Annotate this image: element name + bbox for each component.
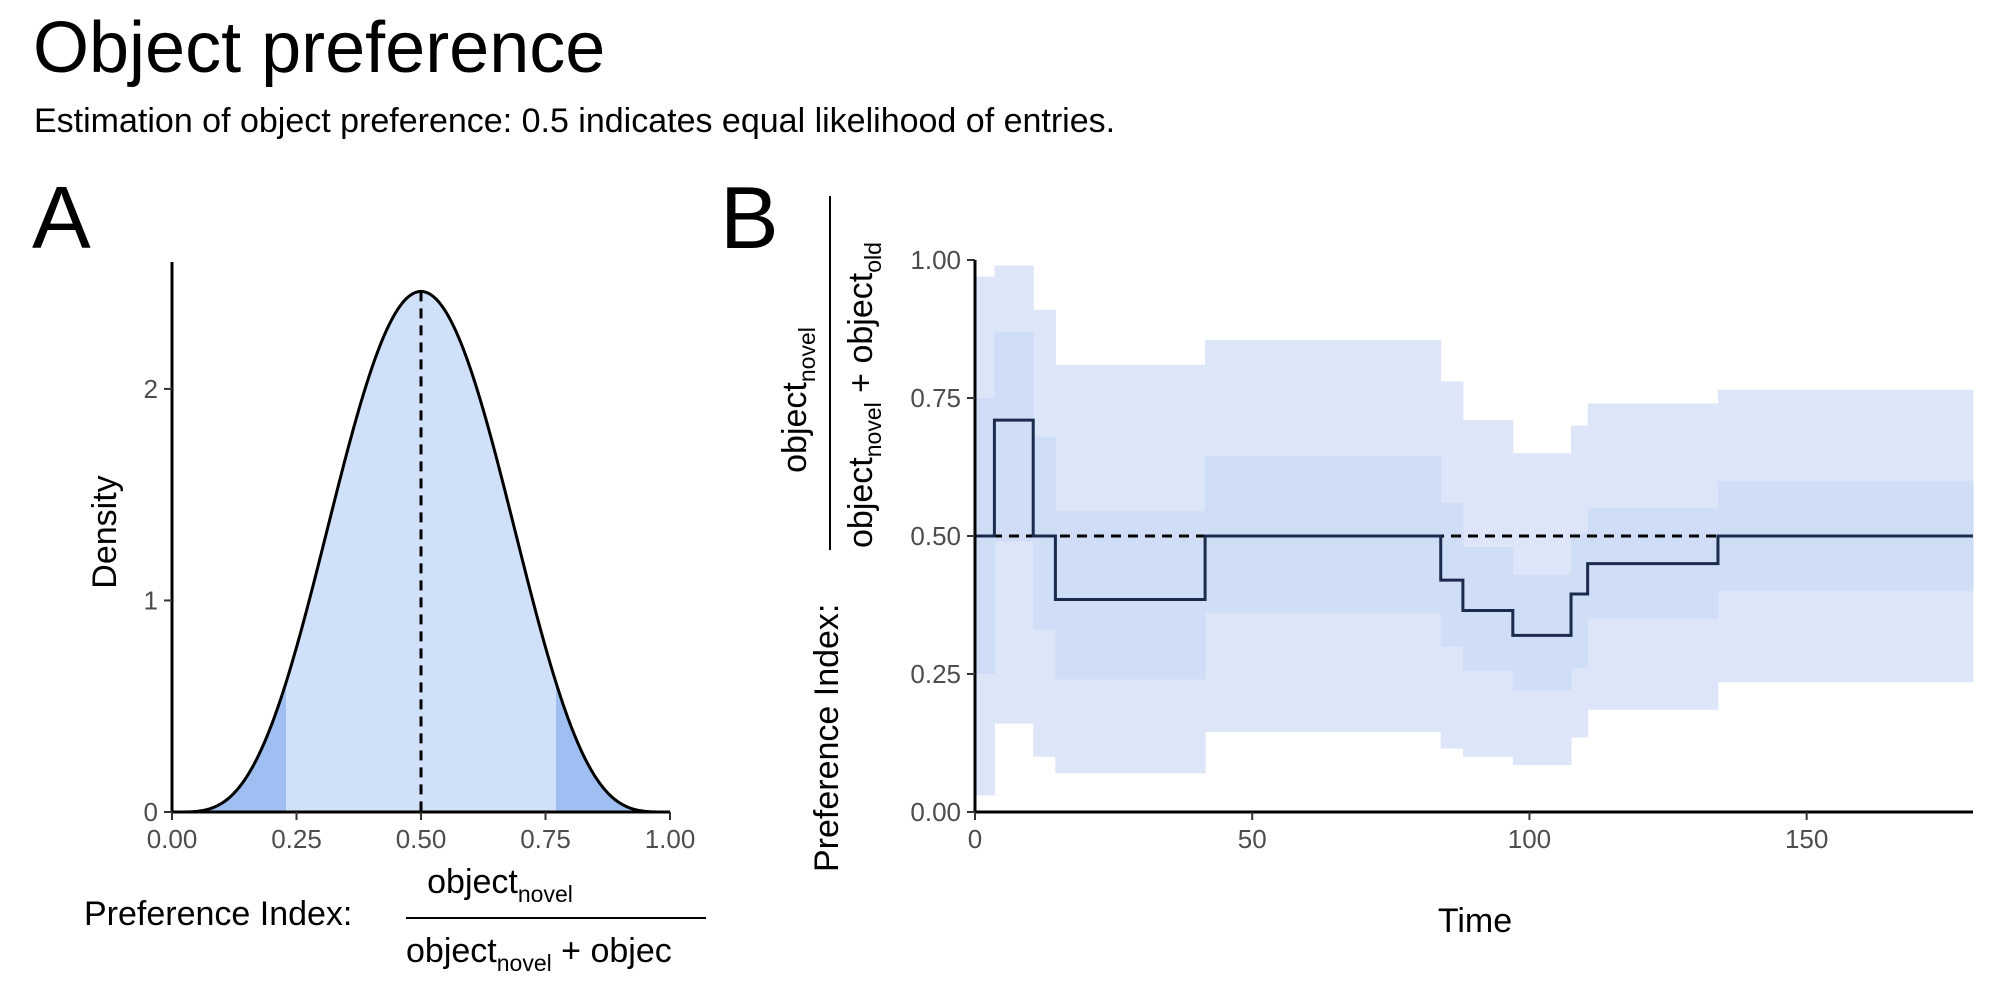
x-tick-label: 50 (1238, 824, 1267, 854)
figure-subtitle: Estimation of object preference: 0.5 ind… (34, 102, 1115, 140)
y-label-denominator: objectnovel + objectold (842, 242, 886, 548)
x-tick-label: 0.75 (520, 824, 571, 854)
panel-a-tag: A (32, 168, 91, 267)
panel-a-x-label: Preference Index: objectnovel objectnove… (84, 863, 706, 976)
density-upper-tail (555, 682, 670, 812)
x-tick-label: 0.25 (271, 824, 322, 854)
band-50 (1055, 511, 1206, 680)
estimate-step-line (975, 418, 1973, 637)
x-tick-label: 0.00 (147, 824, 198, 854)
figure-title: Object preference (33, 8, 605, 88)
band-50 (1440, 502, 1464, 647)
panel-a-axes: 0.00 0.25 0.50 0.75 1.00 0 1 2 (144, 262, 696, 854)
density-lower-tail (172, 682, 287, 812)
panel-a: A 0.00 0.25 0.50 0.75 1.00 0 1 2 Density Prefer… (32, 168, 706, 976)
y-tick-label: 0.00 (910, 797, 961, 827)
band-50 (994, 331, 1034, 542)
panel-b-x-label: Time (1438, 902, 1512, 940)
density-marks (172, 289, 670, 814)
band-50 (1033, 436, 1056, 630)
credible-bands (975, 265, 1974, 796)
x-tick-label: 100 (1508, 824, 1551, 854)
x-label-numerator: objectnovel (427, 863, 573, 907)
density-curve (172, 289, 670, 814)
panel-b-axes: 0 50 100 150 0.00 0.25 0.50 0.75 1.00 (910, 245, 1973, 854)
y-tick-label: 0.50 (910, 521, 961, 551)
y-tick-label: 0.75 (910, 383, 961, 413)
panel-b-y-label: Preference Index: objectnovel objectnove… (776, 196, 886, 872)
x-tick-label: 150 (1785, 824, 1828, 854)
panel-a-y-label: Density (86, 475, 124, 588)
y-tick-label: 0.25 (910, 659, 961, 689)
panel-b-tag: B (720, 168, 779, 267)
y-tick-label: 1 (144, 585, 158, 615)
y-label-prefix: Preference Index: (808, 604, 846, 872)
band-50 (1571, 533, 1589, 669)
x-tick-label: 1.00 (645, 824, 696, 854)
y-tick-label: 2 (144, 374, 158, 404)
estimate-marks (975, 418, 1973, 637)
band-50 (1512, 574, 1572, 691)
y-label-numerator: objectnovel (776, 327, 820, 473)
y-tick-label: 0 (144, 797, 158, 827)
y-tick-label: 1.00 (910, 245, 961, 275)
panel-b: B 0 50 100 150 0.00 0.25 0.50 0.75 1.00 Time Pre… (720, 168, 1974, 940)
x-tick-label: 0 (968, 824, 982, 854)
x-tick-label: 0.50 (396, 824, 447, 854)
x-label-denominator: objectnovel + objec (406, 932, 672, 976)
x-label-prefix: Preference Index: (84, 895, 352, 933)
